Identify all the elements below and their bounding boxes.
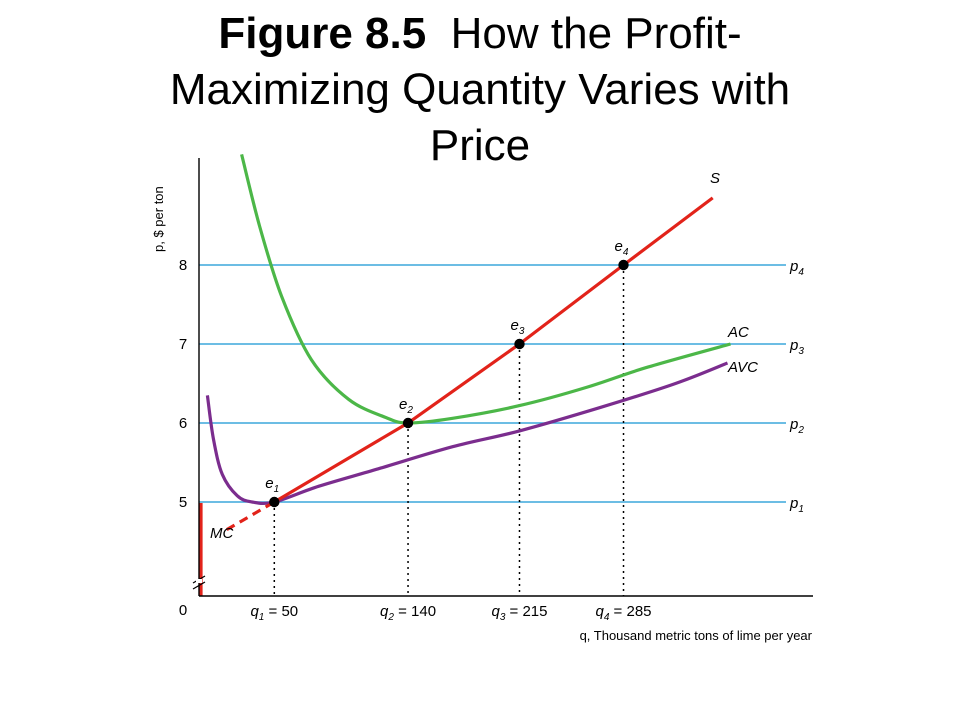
- ac-label: AC: [727, 324, 749, 341]
- y-axis-title: p, $ per ton: [151, 186, 166, 252]
- point-label-e4: e4: [615, 238, 629, 258]
- supply-label: S: [710, 170, 720, 187]
- x-axis-title: q, Thousand metric tons of lime per year: [580, 628, 813, 643]
- mc-label: MC: [210, 525, 233, 542]
- price-label-p1: p1: [789, 495, 804, 515]
- title-line-3: Price: [429, 121, 531, 170]
- x-tick-q2: q2 = 140: [380, 603, 436, 623]
- x-tick-q3: q3 = 215: [491, 603, 547, 623]
- figure-number: Figure 8.5: [218, 9, 427, 58]
- point-label-e1: e1: [265, 475, 279, 495]
- title-line-2: Maximizing Quantity Varies with: [169, 65, 791, 114]
- avc-label: AVC: [727, 359, 758, 376]
- mc-dashed-segment: [225, 500, 276, 532]
- axis-break-mark-lower: [192, 581, 206, 590]
- price-label-p2: p2: [789, 416, 804, 436]
- axis-break-gap: [196, 579, 202, 583]
- y-tick-8: 8: [179, 257, 187, 274]
- point-e2: [402, 417, 414, 429]
- avc-curve: [205, 361, 729, 506]
- y-tick-7: 7: [179, 336, 187, 353]
- supply-curve: [273, 196, 714, 504]
- point-label-e3: e3: [510, 317, 524, 337]
- origin-label: 0: [179, 602, 187, 619]
- x-tick-q1: q1 = 50: [250, 603, 298, 623]
- price-label-p4: p4: [789, 258, 804, 278]
- point-e3: [514, 338, 525, 350]
- y-tick-6: 6: [179, 415, 187, 432]
- price-label-p3: p3: [789, 337, 804, 357]
- point-label-e2: e2: [399, 396, 413, 416]
- point-e4: [618, 259, 629, 271]
- y-tick-5: 5: [179, 494, 187, 511]
- ac-curve: [240, 154, 731, 425]
- x-tick-q4: q4 = 285: [595, 603, 651, 623]
- title-line-1: How the Profit-: [450, 9, 742, 58]
- point-e1: [269, 496, 280, 508]
- slide-title: Figure 8.5 How the Profit- Maximizing Qua…: [0, 6, 960, 174]
